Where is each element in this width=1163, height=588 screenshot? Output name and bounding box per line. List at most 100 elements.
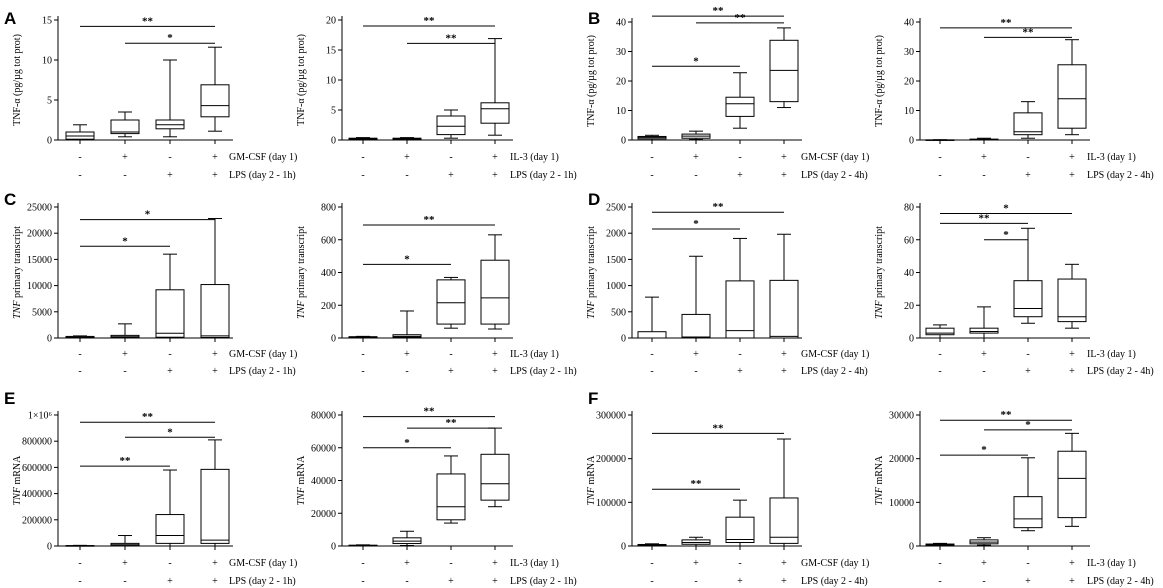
y-tick-label: 0 bbox=[47, 334, 52, 345]
y-tick-label: 20 bbox=[904, 301, 914, 312]
box-2 bbox=[969, 137, 999, 141]
y-tick-label: 40 bbox=[904, 18, 914, 29]
y-axis-label: TNF-α (pg/µg tot prot) bbox=[586, 35, 597, 127]
treatment-sign: - bbox=[449, 349, 452, 360]
chart-panel-11: F 0 100000 200000 300000 TNF mRNA ** ** - - + - - + + +… bbox=[586, 389, 869, 587]
treatment-sign: - bbox=[361, 152, 364, 163]
y-tick-label: 0 bbox=[331, 542, 336, 553]
treatment-label: IL-3 (day 1) bbox=[510, 152, 559, 163]
y-tick-label: 0 bbox=[331, 334, 336, 345]
treatment-label: IL-3 (day 1) bbox=[1087, 349, 1136, 360]
treatment-sign: - bbox=[168, 152, 171, 163]
stimulus-label: LPS (day 2 - 4h) bbox=[801, 576, 868, 587]
y-tick-label: 5 bbox=[47, 96, 52, 107]
box-4 bbox=[480, 427, 510, 508]
stimulus-sign: + bbox=[737, 366, 743, 377]
y-tick-label: 20000 bbox=[311, 509, 336, 520]
y-tick-label: 1500 bbox=[606, 255, 626, 266]
stimulus-sign: - bbox=[405, 366, 408, 377]
significance-label: * bbox=[167, 32, 173, 44]
treatment-sign: - bbox=[650, 349, 653, 360]
stimulus-label: LPS (day 2 - 1h) bbox=[229, 576, 296, 587]
y-axis-label-gene: TNF bbox=[296, 300, 307, 319]
y-tick-label: 0 bbox=[331, 136, 336, 147]
stimulus-label: LPS (day 2 - 1h) bbox=[510, 366, 577, 377]
box-4 bbox=[200, 218, 230, 339]
box-3 bbox=[725, 72, 755, 129]
stimulus-sign: + bbox=[167, 576, 173, 587]
stimulus-sign: - bbox=[938, 366, 941, 377]
stimulus-sign: + bbox=[167, 170, 173, 181]
box-iqr bbox=[725, 280, 755, 339]
treatment-sign: + bbox=[981, 349, 987, 360]
treatment-sign: - bbox=[1026, 558, 1029, 569]
y-axis-label-rest: mRNA bbox=[296, 455, 307, 487]
treatment-sign: + bbox=[1069, 558, 1075, 569]
significance-label: ** bbox=[120, 455, 132, 467]
box-2 bbox=[969, 537, 999, 546]
significance-label: ** bbox=[713, 422, 725, 434]
stimulus-sign: - bbox=[694, 576, 697, 587]
panel-letter: A bbox=[4, 9, 16, 28]
stimulus-sign: - bbox=[78, 366, 81, 377]
treatment-sign: + bbox=[981, 152, 987, 163]
y-tick-label: 15 bbox=[326, 46, 336, 57]
box-3 bbox=[1013, 101, 1043, 139]
y-axis-label-rest: primary transcript bbox=[586, 226, 597, 301]
treatment-label: IL-3 (day 1) bbox=[510, 349, 559, 360]
stimulus-sign: + bbox=[448, 170, 454, 181]
y-tick-label: 1000 bbox=[606, 281, 626, 292]
y-axis-label: TNF-α (pg/µg tot prot) bbox=[296, 34, 307, 126]
y-tick-label: 300000 bbox=[596, 411, 626, 422]
y-axis-label: TNF primary transcript bbox=[874, 226, 885, 319]
stimulus-sign: - bbox=[78, 170, 81, 181]
panel-letter: D bbox=[588, 190, 600, 209]
box-3 bbox=[155, 59, 185, 138]
treatment-sign: + bbox=[781, 152, 787, 163]
treatment-sign: - bbox=[78, 558, 81, 569]
significance-label: ** bbox=[142, 411, 154, 423]
significance-label: ** bbox=[424, 214, 436, 226]
y-tick-label: 500 bbox=[611, 307, 626, 318]
significance-label: ** bbox=[424, 406, 436, 418]
treatment-sign: - bbox=[168, 558, 171, 569]
treatment-label: IL-3 (day 1) bbox=[1087, 558, 1136, 569]
y-tick-label: 0 bbox=[621, 334, 626, 345]
y-tick-label: 30 bbox=[616, 47, 626, 58]
y-tick-label: 10 bbox=[904, 106, 914, 117]
box-4 bbox=[769, 27, 799, 109]
y-axis-label-rest: mRNA bbox=[874, 455, 885, 487]
y-tick-label: 10000 bbox=[27, 281, 52, 292]
box-iqr bbox=[769, 39, 799, 103]
treatment-sign: - bbox=[1026, 152, 1029, 163]
treatment-sign: - bbox=[361, 349, 364, 360]
treatment-sign: - bbox=[650, 152, 653, 163]
significance-label: ** bbox=[979, 212, 991, 224]
box-iqr bbox=[769, 279, 799, 339]
significance-label: * bbox=[122, 235, 128, 247]
treatment-sign: - bbox=[78, 152, 81, 163]
box-1 bbox=[637, 134, 667, 141]
panel-letter: B bbox=[588, 9, 600, 28]
significance-label: * bbox=[404, 253, 410, 265]
y-tick-label: 10 bbox=[42, 56, 52, 67]
significance-label: * bbox=[693, 55, 699, 67]
box-iqr bbox=[637, 331, 667, 339]
box-3 bbox=[436, 455, 466, 524]
stimulus-label: LPS (day 2 - 1h) bbox=[510, 576, 577, 587]
treatment-sign: - bbox=[449, 558, 452, 569]
significance-label: ** bbox=[691, 478, 703, 490]
box-iqr bbox=[155, 289, 185, 338]
treatment-sign: + bbox=[492, 152, 498, 163]
box-iqr bbox=[725, 516, 755, 544]
box-2 bbox=[110, 535, 140, 547]
significance-label: ** bbox=[1001, 17, 1013, 29]
y-axis-label: TNF-α (pg/µg tot prot) bbox=[12, 34, 23, 126]
significance-label: ** bbox=[735, 12, 747, 24]
box-iqr bbox=[1057, 64, 1087, 129]
box-4 bbox=[200, 46, 230, 132]
significance-label: * bbox=[145, 209, 151, 221]
stimulus-sign: - bbox=[123, 170, 126, 181]
